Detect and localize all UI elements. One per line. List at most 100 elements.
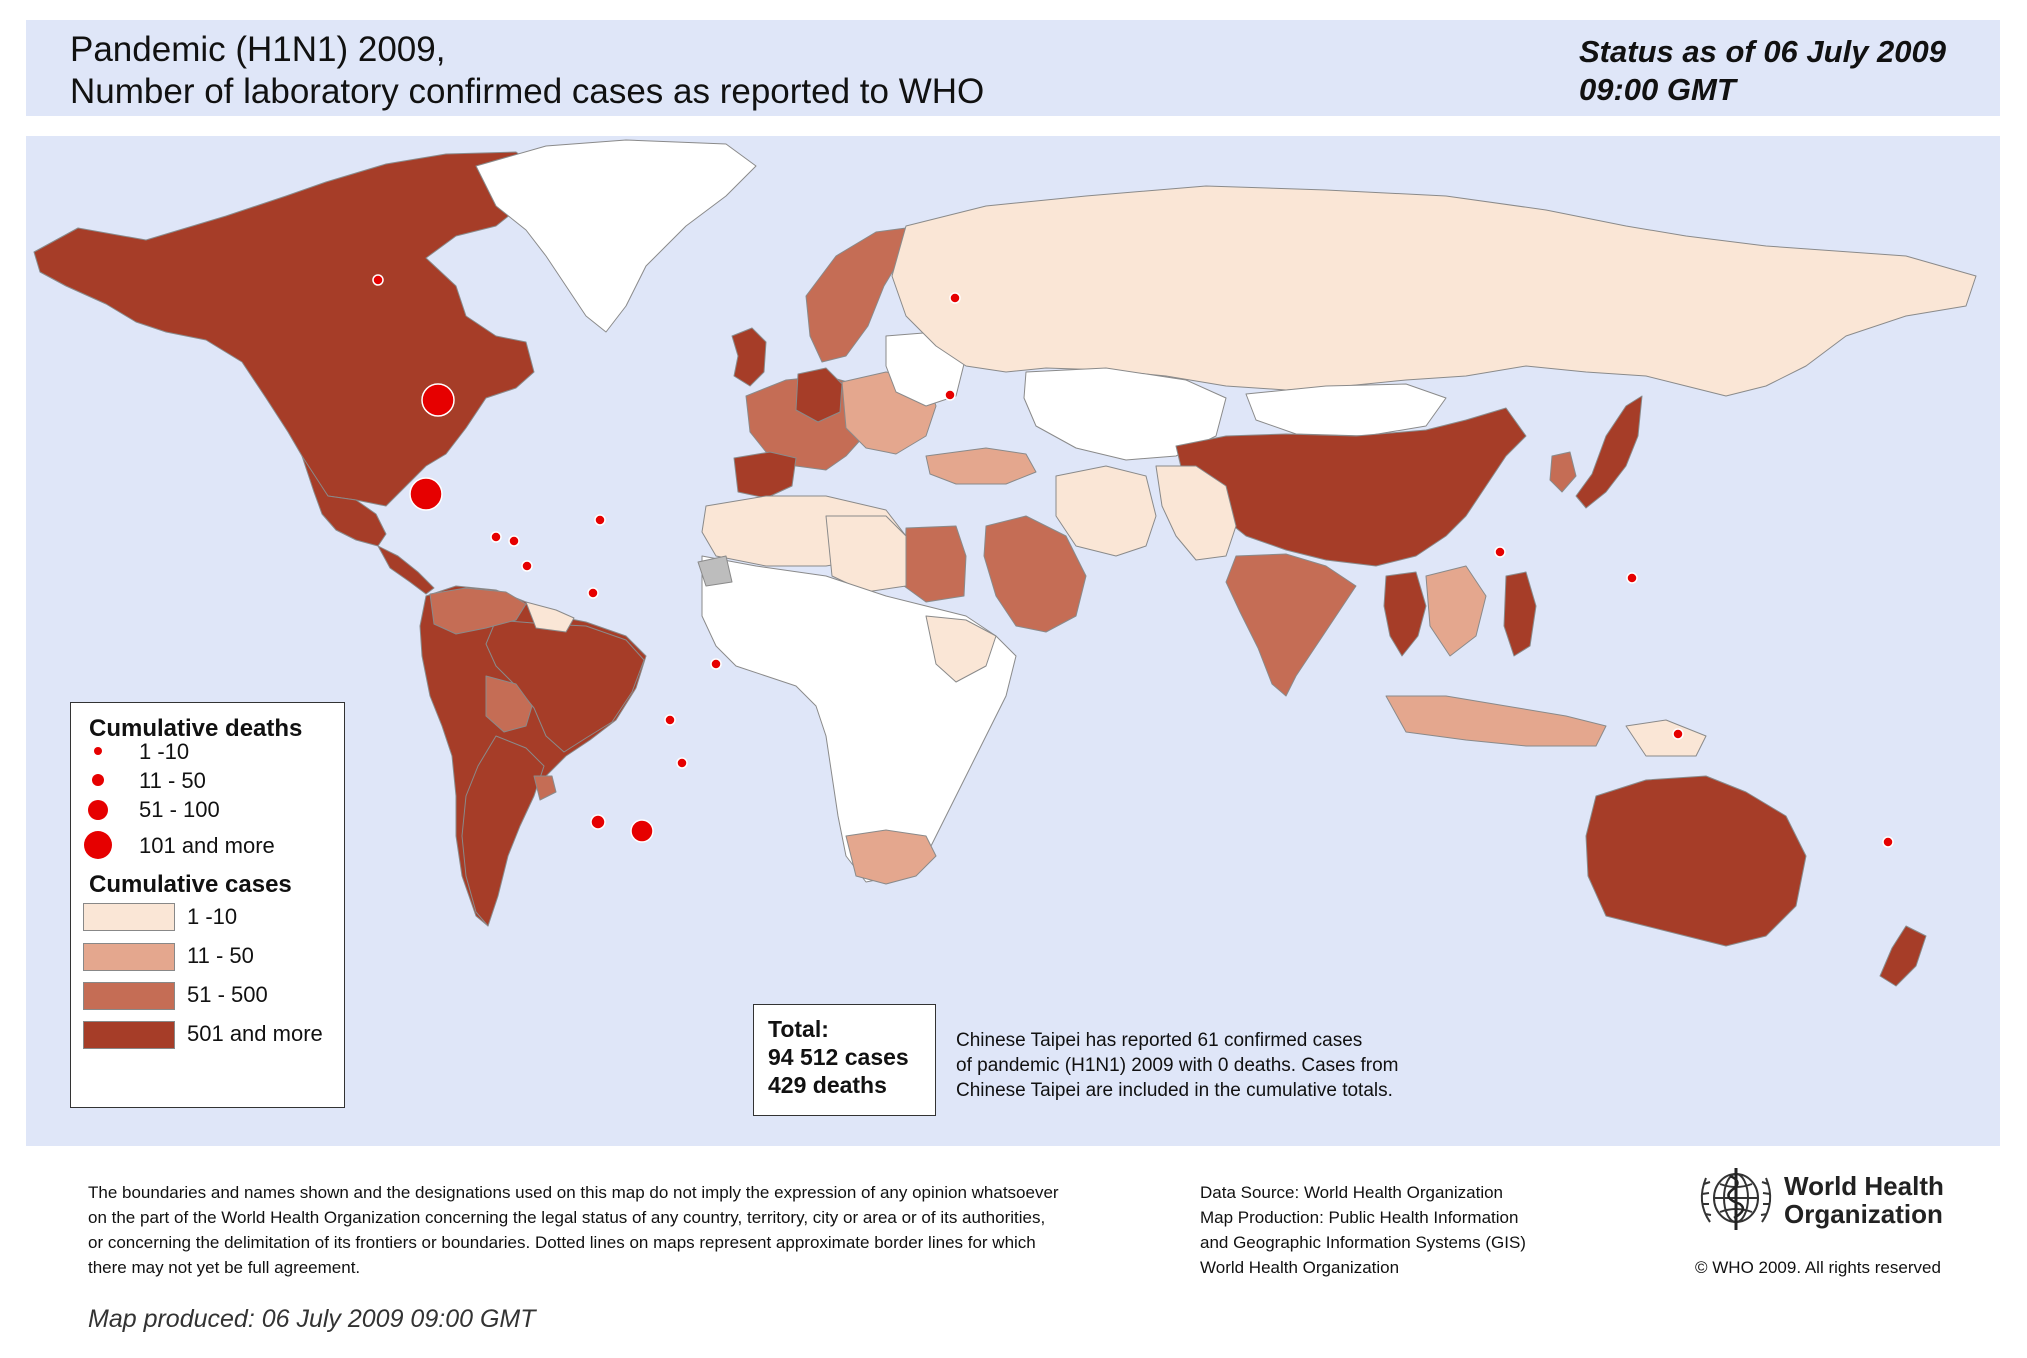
who-name: World Health Organization — [1784, 1172, 1944, 1228]
region-east-africa — [925, 615, 997, 683]
region-egypt — [903, 525, 967, 603]
region-spain — [733, 451, 797, 499]
region-central-america — [377, 545, 435, 595]
status-date: Status as of 06 July 2009 — [1579, 34, 1947, 69]
map-legend: Cumulative deaths 1 -10 11 - 50 51 - 100… — [70, 702, 345, 1108]
region-pakistan-afghanistan — [1155, 465, 1237, 561]
data-source-line1: Data Source: World Health Organization — [1200, 1183, 1504, 1202]
region-south-africa — [845, 829, 937, 885]
death-marker-argentina — [630, 819, 654, 843]
death-marker-guatemala — [490, 531, 502, 543]
deaths-dot-101-plus — [84, 831, 112, 859]
header-banner: Pandemic (H1N1) 2009, Number of laborato… — [26, 20, 2000, 116]
deaths-dot-51-100 — [88, 800, 108, 820]
region-southeast-asia — [1425, 565, 1487, 657]
region-india — [1225, 553, 1357, 697]
region-new-zealand — [1879, 925, 1927, 987]
deaths-label-2: 11 - 50 — [139, 768, 206, 793]
who-name-line2: Organization — [1784, 1199, 1943, 1229]
region-scandinavia — [805, 227, 907, 363]
region-indonesia — [1385, 695, 1607, 747]
deaths-label-1: 1 -10 — [139, 739, 190, 764]
death-marker-philippines — [1626, 572, 1638, 584]
region-bolivia-paraguay — [485, 675, 533, 733]
data-source-line2: Map Production: Public Health Informatio… — [1200, 1208, 1519, 1227]
cases-label-3: 51 - 500 — [187, 982, 268, 1007]
region-colombia-venezuela — [429, 587, 527, 635]
death-marker-brazil — [710, 658, 722, 670]
death-marker-dominican-republic — [594, 514, 606, 526]
region-uruguay — [533, 775, 557, 801]
total-deaths: 429 deaths — [768, 1072, 887, 1098]
cases-swatch-1-10 — [83, 903, 175, 931]
region-united-kingdom — [731, 327, 767, 387]
cases-swatch-501-plus — [83, 1021, 175, 1049]
death-marker-el-salvador — [508, 535, 520, 547]
deaths-label-3: 51 - 100 — [139, 797, 220, 822]
legend-cases-title: Cumulative cases — [89, 871, 292, 898]
copyright: © WHO 2009. All rights reserved — [1695, 1258, 1941, 1277]
cases-swatch-11-50 — [83, 943, 175, 971]
data-source: Data Source: World Health Organization M… — [1200, 1180, 1526, 1280]
death-marker-canada — [372, 274, 384, 286]
map-produced-date: Map produced: 06 July 2009 09:00 GMT — [88, 1305, 536, 1333]
region-guianas — [525, 601, 575, 633]
who-name-line1: World Health — [1784, 1171, 1944, 1201]
death-marker-uruguay — [676, 757, 688, 769]
cases-label-4: 501 and more — [187, 1021, 323, 1046]
cases-swatch-51-500 — [83, 982, 175, 1010]
death-marker-colombia — [587, 587, 599, 599]
disclaimer-line3: or concerning the delimitation of its fr… — [88, 1233, 1036, 1252]
region-papua-new-guinea — [1625, 719, 1707, 757]
legend-deaths-title: Cumulative deaths — [89, 715, 303, 742]
region-libya — [825, 515, 907, 593]
death-marker-costa-rica — [521, 560, 533, 572]
region-china — [1175, 407, 1527, 567]
death-marker-australia — [1672, 728, 1684, 740]
region-greenland — [475, 139, 757, 333]
death-marker-spain — [944, 389, 956, 401]
death-marker-paraguay — [664, 714, 676, 726]
deaths-label-4: 101 and more — [139, 833, 275, 858]
region-north-america — [33, 151, 547, 507]
death-marker-new-zealand — [1882, 836, 1894, 848]
region-turkey — [925, 447, 1037, 485]
region-kazakhstan-central-asia — [1023, 367, 1227, 461]
total-box: Total: 94 512 cases 429 deaths — [753, 1004, 936, 1116]
region-thailand — [1383, 571, 1427, 657]
death-marker-mexico — [409, 477, 443, 511]
map-title-line1: Pandemic (H1N1) 2009, — [70, 30, 446, 69]
taipei-note-line1: Chinese Taipei has reported 61 confirmed… — [956, 1030, 1363, 1051]
region-philippines — [1503, 571, 1537, 657]
disclaimer-line4: there may not yet be full agreement. — [88, 1258, 361, 1277]
death-marker-chile — [590, 814, 606, 830]
deaths-dot-1-10 — [94, 747, 102, 755]
death-marker-united-states — [421, 383, 455, 417]
map-title-line2: Number of laboratory confirmed cases as … — [70, 72, 985, 111]
region-australia — [1585, 775, 1807, 947]
region-saudi-arabia — [983, 515, 1087, 633]
who-emblem-icon — [1700, 1168, 1772, 1230]
death-marker-thailand — [1494, 546, 1506, 558]
region-iran — [1055, 465, 1157, 557]
cases-label-1: 1 -10 — [187, 904, 238, 929]
region-korea — [1549, 451, 1577, 493]
region-germany — [795, 367, 843, 423]
total-label: Total: — [768, 1016, 829, 1042]
region-japan — [1575, 395, 1643, 509]
taipei-note-line2: of pandemic (H1N1) 2009 with 0 deaths. C… — [956, 1055, 1399, 1076]
disclaimer-line2: on the part of the World Health Organiza… — [88, 1208, 1046, 1227]
death-marker-united-kingdom — [949, 292, 961, 304]
status-time: 09:00 GMT — [1579, 72, 1736, 107]
total-cases: 94 512 cases — [768, 1044, 909, 1070]
world-map-panel: Cumulative deaths 1 -10 11 - 50 51 - 100… — [26, 136, 2000, 1146]
region-brazil — [485, 619, 645, 753]
disclaimer-line1: The boundaries and names shown and the d… — [88, 1183, 1059, 1202]
data-source-line3: and Geographic Information Systems (GIS) — [1200, 1233, 1526, 1252]
data-source-line4: World Health Organization — [1200, 1258, 1400, 1277]
region-russia — [891, 185, 1977, 397]
region-mongolia — [1245, 383, 1447, 437]
chinese-taipei-note: Chinese Taipei has reported 61 confirmed… — [956, 1028, 1516, 1103]
region-argentina-chile — [461, 735, 545, 927]
world-map — [26, 136, 2000, 1146]
